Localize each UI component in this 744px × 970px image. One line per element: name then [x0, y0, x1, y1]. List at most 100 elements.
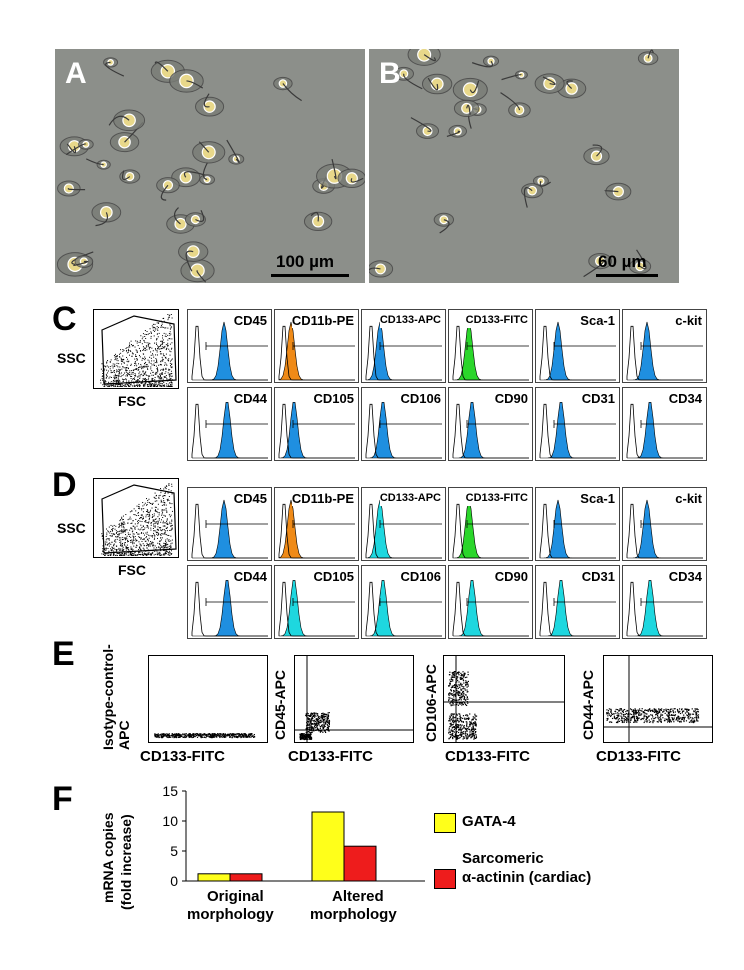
cell	[532, 175, 551, 187]
histogram-marker-label: CD34	[668, 569, 702, 584]
histogram-plot	[365, 321, 442, 381]
cell	[628, 249, 652, 274]
histogram-marker-label: CD105	[313, 391, 354, 406]
scatter-dots	[100, 314, 173, 387]
histogram-plot	[278, 401, 355, 459]
scale-bar-b	[596, 274, 658, 277]
ssc-label-d: SSC	[57, 520, 86, 536]
histogram-marker-label: Sca-1	[580, 313, 615, 328]
histogram-plot	[452, 401, 529, 459]
category-label-altered-2: morphology	[310, 906, 397, 923]
dotplot-cd106	[443, 655, 565, 743]
cell	[180, 259, 215, 283]
histogram-cd31: CD31	[535, 565, 620, 639]
histogram-marker-label: c-kit	[675, 491, 702, 506]
cell	[119, 169, 141, 184]
histogram-cd45: CD45	[187, 487, 272, 561]
cell	[273, 76, 302, 102]
dotplot-events	[448, 671, 478, 741]
panel-letter-f: F	[52, 780, 73, 818]
histogram-sca-1: Sca-1	[535, 309, 620, 383]
histogram-plot	[539, 499, 616, 559]
histogram-plot	[539, 401, 616, 459]
dotplot-isotype-ylabel: Isotype-control-APC	[100, 644, 132, 750]
histogram-plot	[278, 321, 355, 381]
histogram-plot	[626, 499, 703, 559]
histogram-cd34: CD34	[622, 565, 707, 639]
cell	[471, 55, 500, 68]
scatter-c	[93, 309, 179, 389]
cell	[303, 211, 333, 232]
y-tick-label: 5	[170, 843, 178, 859]
legend-swatch-actinin	[434, 869, 456, 889]
histogram-marker-label: CD90	[494, 569, 528, 584]
histogram-plot	[191, 499, 268, 559]
scale-bar-a	[271, 274, 349, 277]
ssc-label-c: SSC	[57, 350, 86, 366]
cell	[453, 99, 480, 118]
dotplot-cd106-xlabel: CD133-FITC	[445, 748, 531, 765]
cell	[226, 139, 245, 165]
cell	[91, 202, 122, 227]
cell	[534, 73, 565, 94]
dotplot-cd44-plot	[604, 656, 712, 742]
histogram-plot	[626, 321, 703, 381]
cell	[393, 66, 423, 90]
scale-label-a: 100 µm	[276, 252, 334, 271]
panel-letter-a: A	[65, 57, 87, 90]
cell	[85, 158, 111, 170]
legend-label-gata4: GATA-4	[462, 813, 516, 830]
scatter-d	[93, 478, 179, 558]
dotplot-cd44	[603, 655, 713, 743]
dotplot-cd45-plot	[295, 656, 413, 742]
bar-actinin-altered	[343, 845, 377, 882]
histogram-marker-label: CD106	[400, 391, 441, 406]
histogram-cd133-apc: CD133-APC	[361, 487, 446, 561]
histogram-plot	[278, 579, 355, 637]
histogram-marker-label: CD105	[313, 569, 354, 584]
histogram-marker-label: CD106	[400, 569, 441, 584]
cell	[178, 241, 209, 272]
gate	[101, 315, 177, 385]
cell	[108, 109, 146, 132]
cell	[407, 49, 441, 66]
cell	[192, 141, 226, 164]
bar-gata4-original	[197, 873, 231, 882]
category-label-altered-1: Altered	[332, 888, 384, 905]
cell	[103, 57, 125, 77]
histogram-cd90: CD90	[448, 565, 533, 639]
histogram-marker-label: CD11b-PE	[291, 313, 354, 328]
cell	[195, 93, 225, 117]
cell	[199, 162, 216, 186]
cell	[637, 49, 659, 66]
histogram-cd44: CD44	[187, 387, 272, 461]
histogram-sca-1: Sca-1	[535, 487, 620, 561]
panel-letter-c: C	[52, 300, 77, 338]
cell	[369, 260, 394, 278]
histogram-c-kit: c-kit	[622, 487, 707, 561]
histogram-plot	[365, 401, 442, 459]
histogram-marker-label: CD45	[233, 313, 267, 328]
chart-ylabel-line2: (fold increase)	[118, 814, 134, 910]
histogram-plot	[365, 499, 442, 559]
histogram-cd11b-pe: CD11b-PE	[274, 487, 359, 561]
dotplot-cd44-xlabel: CD133-FITC	[596, 748, 682, 765]
dotplot-cd106-ylabel: CD106-APC	[423, 664, 439, 742]
bar-chart: 0 5 10 15	[162, 783, 425, 888]
cell	[184, 209, 206, 227]
histogram-cd106: CD106	[361, 387, 446, 461]
histogram-c-kit: c-kit	[622, 309, 707, 383]
histogram-plot	[191, 401, 268, 459]
histogram-marker-label: CD31	[581, 391, 615, 406]
cell	[73, 255, 94, 268]
dotplot-events	[154, 733, 256, 739]
histogram-cd11b-pe: CD11b-PE	[274, 309, 359, 383]
histogram-cd105: CD105	[274, 387, 359, 461]
panel-letter-b: B	[379, 57, 401, 90]
histogram-marker-label: CD11b-PE	[291, 491, 354, 506]
cell	[501, 70, 528, 81]
dotplot-events	[299, 712, 331, 741]
histogram-cd90: CD90	[448, 387, 533, 461]
cell	[433, 212, 455, 234]
cell	[169, 69, 204, 93]
